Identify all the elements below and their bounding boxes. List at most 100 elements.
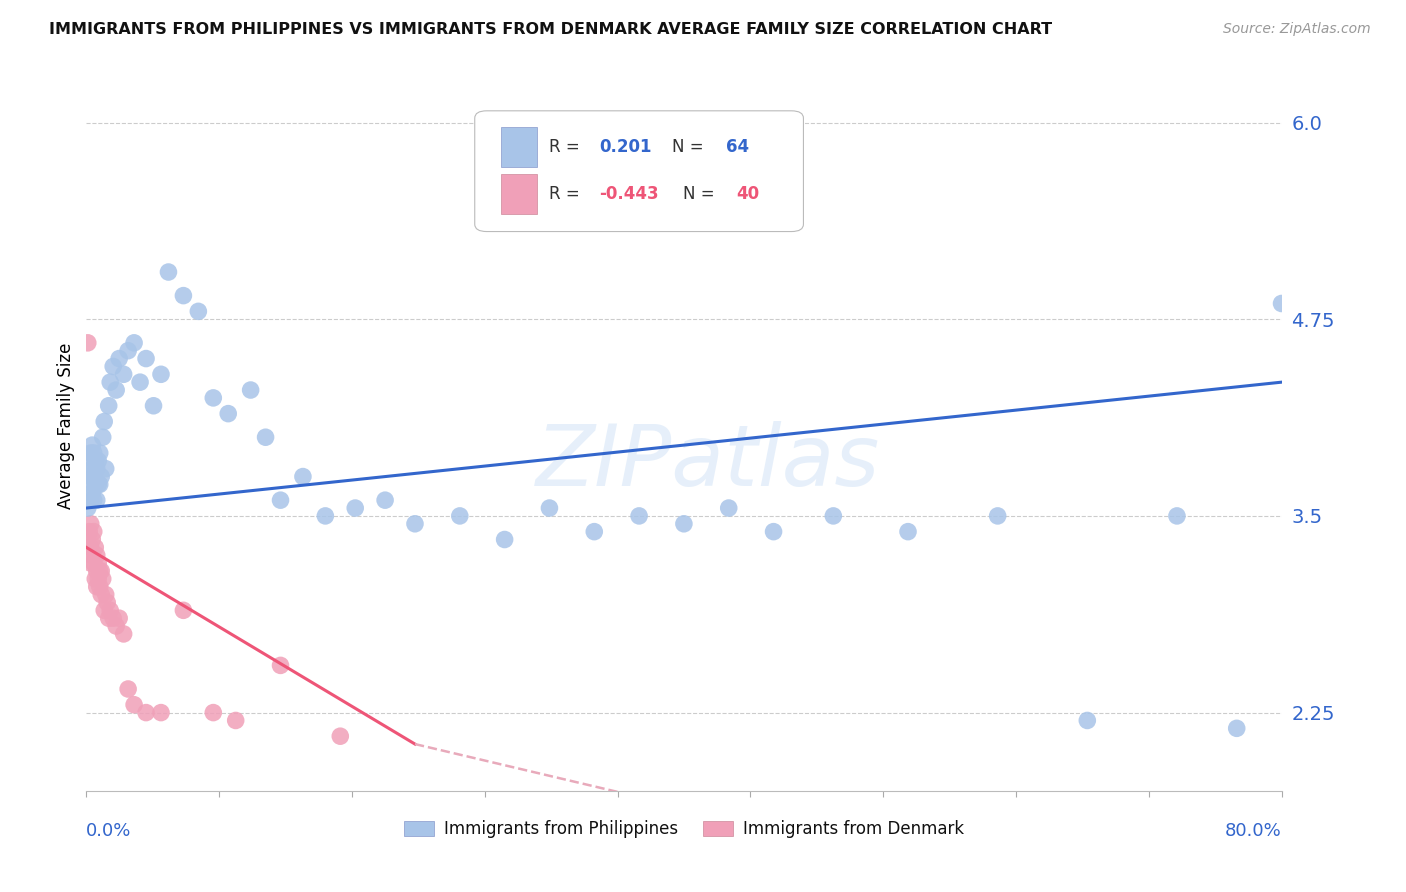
- Point: [83, 469, 105, 483]
- Point: [80, 516, 103, 531]
- Point: [1226, 722, 1249, 736]
- Point: [98, 603, 121, 617]
- Point: [77, 524, 100, 539]
- Text: N =: N =: [683, 186, 720, 203]
- Point: [94, 461, 117, 475]
- FancyBboxPatch shape: [501, 127, 537, 167]
- Text: 0.0%: 0.0%: [86, 822, 132, 840]
- Point: [97, 611, 120, 625]
- Point: [583, 524, 606, 539]
- Point: [291, 469, 314, 483]
- Point: [122, 335, 145, 350]
- Point: [202, 391, 225, 405]
- Point: [91, 572, 114, 586]
- Point: [82, 485, 104, 500]
- Point: [80, 469, 103, 483]
- Point: [90, 588, 112, 602]
- Point: [344, 501, 367, 516]
- Point: [150, 706, 173, 720]
- Text: 0.201: 0.201: [599, 138, 651, 156]
- Point: [108, 611, 131, 625]
- Point: [1076, 714, 1098, 728]
- Point: [87, 572, 110, 586]
- Point: [82, 548, 104, 562]
- Point: [172, 603, 194, 617]
- Point: [76, 335, 98, 350]
- Point: [89, 446, 111, 460]
- Point: [108, 351, 131, 366]
- Point: [135, 351, 157, 366]
- Point: [87, 454, 110, 468]
- Point: [129, 375, 152, 389]
- Point: [77, 477, 100, 491]
- Point: [672, 516, 695, 531]
- Point: [329, 729, 352, 743]
- Point: [538, 501, 561, 516]
- Point: [987, 508, 1010, 523]
- Text: R =: R =: [548, 138, 585, 156]
- Point: [105, 619, 128, 633]
- Point: [90, 469, 112, 483]
- Point: [270, 658, 292, 673]
- Point: [96, 595, 118, 609]
- Point: [225, 714, 247, 728]
- Point: [374, 493, 396, 508]
- Point: [122, 698, 145, 712]
- Point: [82, 438, 104, 452]
- Point: [83, 493, 105, 508]
- Point: [80, 556, 103, 570]
- Point: [103, 611, 125, 625]
- Point: [117, 681, 139, 696]
- Point: [86, 548, 108, 562]
- Point: [628, 508, 651, 523]
- Point: [103, 359, 125, 374]
- Point: [83, 556, 105, 570]
- Text: ZIPatlas: ZIPatlas: [536, 420, 880, 503]
- Point: [494, 533, 516, 547]
- Point: [86, 564, 108, 578]
- Point: [93, 415, 115, 429]
- Point: [84, 541, 107, 555]
- Point: [1166, 508, 1188, 523]
- Point: [80, 493, 103, 508]
- Point: [112, 368, 135, 382]
- Point: [91, 430, 114, 444]
- Point: [89, 477, 111, 491]
- Point: [86, 580, 108, 594]
- Text: 80.0%: 80.0%: [1225, 822, 1281, 840]
- Point: [105, 383, 128, 397]
- Text: N =: N =: [672, 138, 709, 156]
- Point: [77, 541, 100, 555]
- Point: [717, 501, 740, 516]
- Text: IMMIGRANTS FROM PHILIPPINES VS IMMIGRANTS FROM DENMARK AVERAGE FAMILY SIZE CORRE: IMMIGRANTS FROM PHILIPPINES VS IMMIGRANT…: [49, 22, 1052, 37]
- Point: [90, 564, 112, 578]
- Point: [84, 454, 107, 468]
- Point: [449, 508, 471, 523]
- Point: [172, 288, 194, 302]
- Point: [135, 706, 157, 720]
- Point: [76, 501, 98, 516]
- Text: R =: R =: [548, 186, 585, 203]
- Point: [187, 304, 209, 318]
- Point: [1270, 296, 1292, 310]
- Point: [86, 461, 108, 475]
- Point: [80, 541, 103, 555]
- Point: [82, 461, 104, 475]
- Legend: Immigrants from Philippines, Immigrants from Denmark: Immigrants from Philippines, Immigrants …: [396, 814, 970, 845]
- Text: -0.443: -0.443: [599, 186, 658, 203]
- Point: [97, 399, 120, 413]
- Point: [404, 516, 426, 531]
- FancyBboxPatch shape: [475, 111, 803, 232]
- Point: [83, 524, 105, 539]
- Point: [87, 556, 110, 570]
- Y-axis label: Average Family Size: Average Family Size: [58, 343, 75, 508]
- Point: [94, 588, 117, 602]
- Point: [254, 430, 277, 444]
- Point: [117, 343, 139, 358]
- Point: [84, 572, 107, 586]
- Point: [157, 265, 180, 279]
- Point: [89, 580, 111, 594]
- Point: [87, 477, 110, 491]
- Point: [897, 524, 920, 539]
- Point: [84, 477, 107, 491]
